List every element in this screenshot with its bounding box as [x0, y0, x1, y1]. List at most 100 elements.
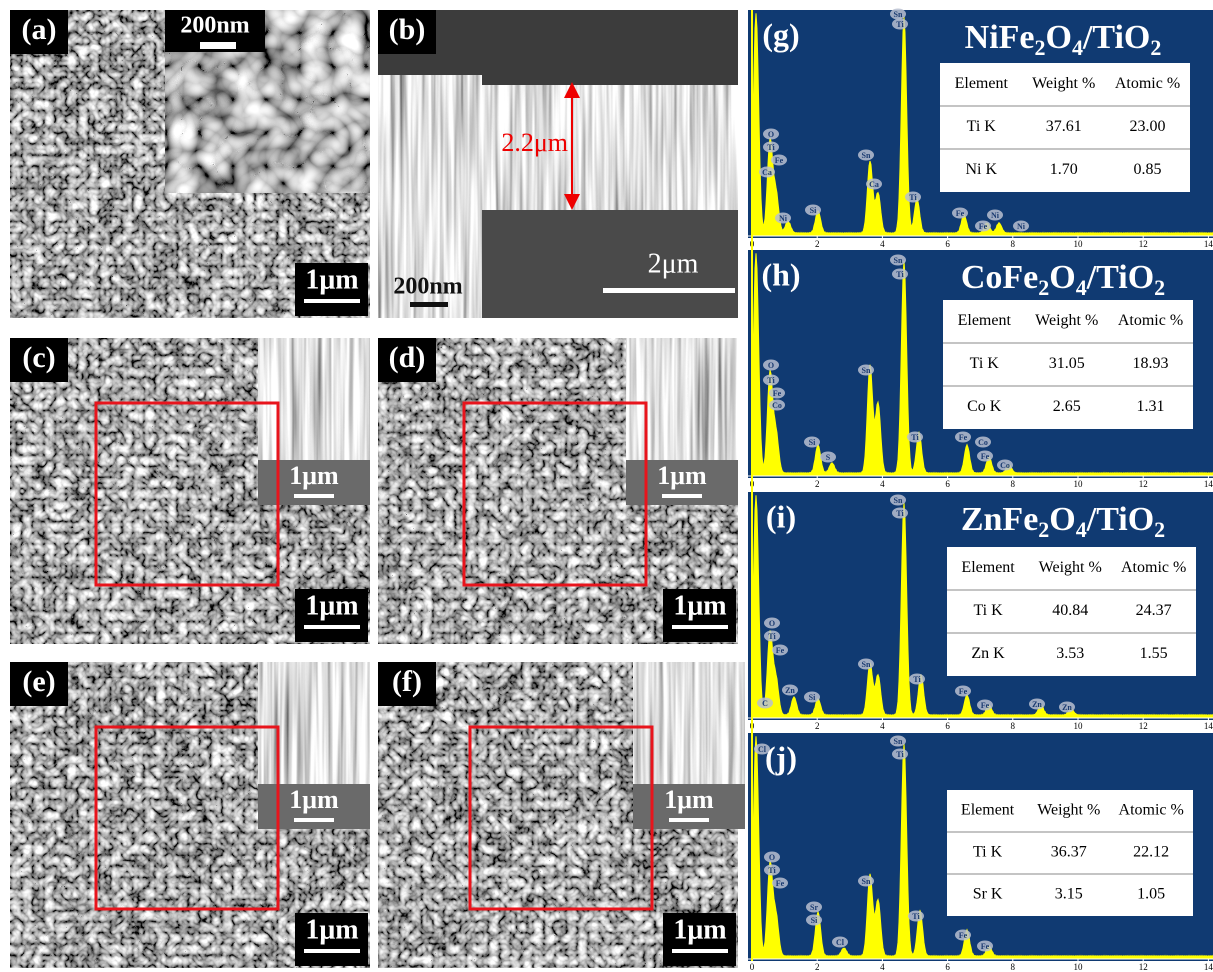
- table-cell: 40.84: [1052, 602, 1088, 619]
- panel-label: (f): [392, 665, 422, 698]
- axis-tick-label: 0: [750, 962, 755, 972]
- table-cell: 23.00: [1130, 118, 1166, 135]
- axis-tick-label: 14: [1204, 962, 1213, 972]
- scale-text: 1μm: [305, 914, 358, 945]
- table-cell: Zn K: [971, 645, 1005, 662]
- axis-tick-label: 8: [1011, 479, 1016, 489]
- scale-text: 1μm: [305, 264, 358, 295]
- peak-label: O: [769, 619, 775, 628]
- panel-label: (c): [22, 341, 55, 374]
- peak-label: C: [762, 699, 768, 708]
- table-cell: Co K: [967, 398, 1002, 415]
- axis-tick-label: 10: [1074, 479, 1084, 489]
- substrate: [482, 210, 738, 318]
- peak-label: O: [768, 130, 774, 139]
- peak-label: Ca: [869, 180, 879, 189]
- table-cell: Element: [961, 559, 1015, 576]
- title-run: O: [1046, 19, 1072, 56]
- peak-label: Cl: [836, 938, 845, 947]
- axis-tick-label: 6: [945, 479, 950, 489]
- title-run: NiFe: [965, 19, 1035, 56]
- inset-scale-text: 1μm: [289, 785, 339, 814]
- peak-label: Fe: [981, 942, 990, 951]
- table-cell: Ti K: [967, 118, 997, 135]
- peak-label: Sn: [894, 496, 903, 505]
- peak-label: Fe: [956, 209, 965, 218]
- axis-tick-label: 12: [1139, 239, 1148, 249]
- table-cell: Element: [958, 312, 1012, 329]
- figure: 200nm1μm(a)200nm2.2μm2μm(b)1μm1μm(c)1μm1…: [0, 0, 1213, 972]
- sample-title: CoFe2O4/TiO2: [961, 259, 1165, 300]
- peak-label: Ca: [762, 168, 772, 177]
- scale-bar: [603, 288, 735, 293]
- axis-tick-label: 6: [945, 239, 950, 249]
- table-cell: 1.31: [1137, 398, 1165, 415]
- inset-scale-text: 200nm: [180, 13, 249, 39]
- table-cell: 0.85: [1134, 161, 1162, 178]
- peak-label: Ni: [779, 214, 788, 223]
- peak-label: Sr: [810, 903, 818, 912]
- inset-scale-text: 1μm: [289, 461, 339, 490]
- sample-title: ZnFe2O4/TiO2: [961, 501, 1165, 542]
- peak-label: Sn: [894, 737, 903, 746]
- inset-film: [258, 662, 370, 784]
- inset-scale-bar: [294, 818, 334, 822]
- peak-label: Fe: [979, 222, 988, 231]
- table-cell: Atomic %: [1119, 802, 1184, 819]
- peak-label: Si: [811, 916, 818, 925]
- panel-label: (e): [22, 665, 55, 698]
- axis-tick-label: 2: [815, 721, 820, 731]
- title-run: CoFe: [961, 259, 1038, 296]
- scale-text: 1μm: [673, 914, 726, 945]
- inset-scale-bar: [200, 42, 236, 49]
- title-run: 4: [1072, 35, 1083, 60]
- table-cell: Atomic %: [1118, 312, 1183, 329]
- peak-label: Fe: [775, 156, 784, 165]
- peak-label: Ti: [909, 193, 917, 202]
- table-cell: Weight %: [1035, 312, 1098, 329]
- table-cell: 24.37: [1136, 602, 1172, 619]
- peak-label: Ti: [896, 20, 904, 29]
- scale-bar: [672, 949, 728, 953]
- panel-label: (a): [22, 13, 57, 46]
- table-cell: Element: [955, 75, 1009, 92]
- axis-tick-label: 8: [1011, 721, 1016, 731]
- sample-title: NiFe2O4/TiO2: [965, 19, 1162, 60]
- title-run: 4: [1076, 275, 1087, 300]
- axis-tick-label: 10: [1074, 962, 1084, 972]
- axis-tick-label: 2: [815, 239, 820, 249]
- table-cell: 1.05: [1137, 886, 1165, 903]
- peak-label: Sn: [862, 366, 871, 375]
- peak-label: Zn: [1032, 700, 1042, 709]
- peak-label: Fe: [776, 646, 785, 655]
- peak-label: Ti: [767, 143, 775, 152]
- axis-tick-label: 12: [1139, 721, 1148, 731]
- peak-label: Fe: [981, 701, 990, 710]
- peak-label: Si: [809, 693, 816, 702]
- table-cell: 37.61: [1046, 118, 1082, 135]
- page: {"sem_panels":[ {"label":"(a)","scale_ba…: [0, 0, 1213, 972]
- inset-scale-bar: [662, 494, 702, 498]
- peak-label: Si: [810, 206, 817, 215]
- table-cell: 18.93: [1133, 355, 1169, 372]
- table-cell: 2.65: [1053, 398, 1081, 415]
- peak-label: Ti: [913, 675, 921, 684]
- peak-label: Fe: [959, 433, 968, 442]
- table-cell: 1.70: [1050, 161, 1078, 178]
- axis-tick-label: 4: [880, 962, 885, 972]
- peak-label: Ti: [768, 866, 776, 875]
- peak-label: Ti: [896, 750, 904, 759]
- table-cell: Element: [961, 802, 1015, 819]
- title-run: 2: [1038, 517, 1049, 542]
- title-run: 2: [1038, 275, 1049, 300]
- peak-label: Fe: [959, 687, 968, 696]
- inset-scale-text: 200nm: [393, 274, 462, 300]
- scale-bar: [304, 949, 360, 953]
- axis-tick-label: 6: [945, 962, 950, 972]
- peak-label: Fe: [776, 879, 785, 888]
- peak-label: Fe: [981, 452, 990, 461]
- peak-label: Si: [809, 438, 816, 447]
- title-run: /TiO: [1086, 501, 1154, 538]
- peak-label: Sn: [862, 877, 871, 886]
- peak-label: Ti: [896, 509, 904, 518]
